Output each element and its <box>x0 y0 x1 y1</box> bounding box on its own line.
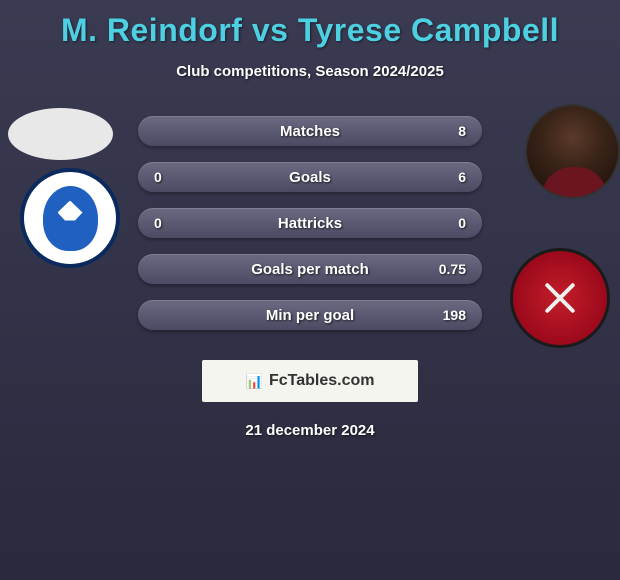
branding-badge: 📊 FcTables.com <box>202 360 418 402</box>
stat-row-goals-per-match: Goals per match 0.75 <box>138 254 482 284</box>
branding-text: FcTables.com <box>269 372 375 390</box>
stat-right-value: 6 <box>426 169 466 185</box>
club-left-badge <box>20 168 120 268</box>
cardiff-bird-icon <box>43 186 98 251</box>
stat-left-value: 0 <box>154 169 194 185</box>
club-right-badge <box>510 248 610 348</box>
chart-icon: 📊 <box>246 373 263 390</box>
stats-list: Matches 8 0 Goals 6 0 Hattricks 0 Goals … <box>138 116 482 346</box>
stat-label: Hattricks <box>194 215 426 232</box>
stat-label: Matches <box>194 123 426 140</box>
stat-row-hattricks: 0 Hattricks 0 <box>138 208 482 238</box>
stat-label: Goals <box>194 169 426 186</box>
stat-left-value: 0 <box>154 215 194 231</box>
player-left-avatar <box>8 108 113 160</box>
player-right-avatar <box>525 104 620 199</box>
stat-label: Goals per match <box>194 261 426 278</box>
stat-right-value: 0 <box>426 215 466 231</box>
comparison-title: M. Reindorf vs Tyrese Campbell <box>0 0 620 49</box>
stat-row-matches: Matches 8 <box>138 116 482 146</box>
comparison-subtitle: Club competitions, Season 2024/2025 <box>0 63 620 80</box>
stat-right-value: 198 <box>426 307 466 323</box>
comparison-content: Matches 8 0 Goals 6 0 Hattricks 0 Goals … <box>0 108 620 348</box>
stat-right-value: 8 <box>426 123 466 139</box>
stat-row-goals: 0 Goals 6 <box>138 162 482 192</box>
sheffield-swords-icon <box>540 278 580 318</box>
stat-right-value: 0.75 <box>426 261 466 277</box>
stat-row-min-per-goal: Min per goal 198 <box>138 300 482 330</box>
stat-label: Min per goal <box>194 307 426 324</box>
comparison-date: 21 december 2024 <box>0 422 620 439</box>
